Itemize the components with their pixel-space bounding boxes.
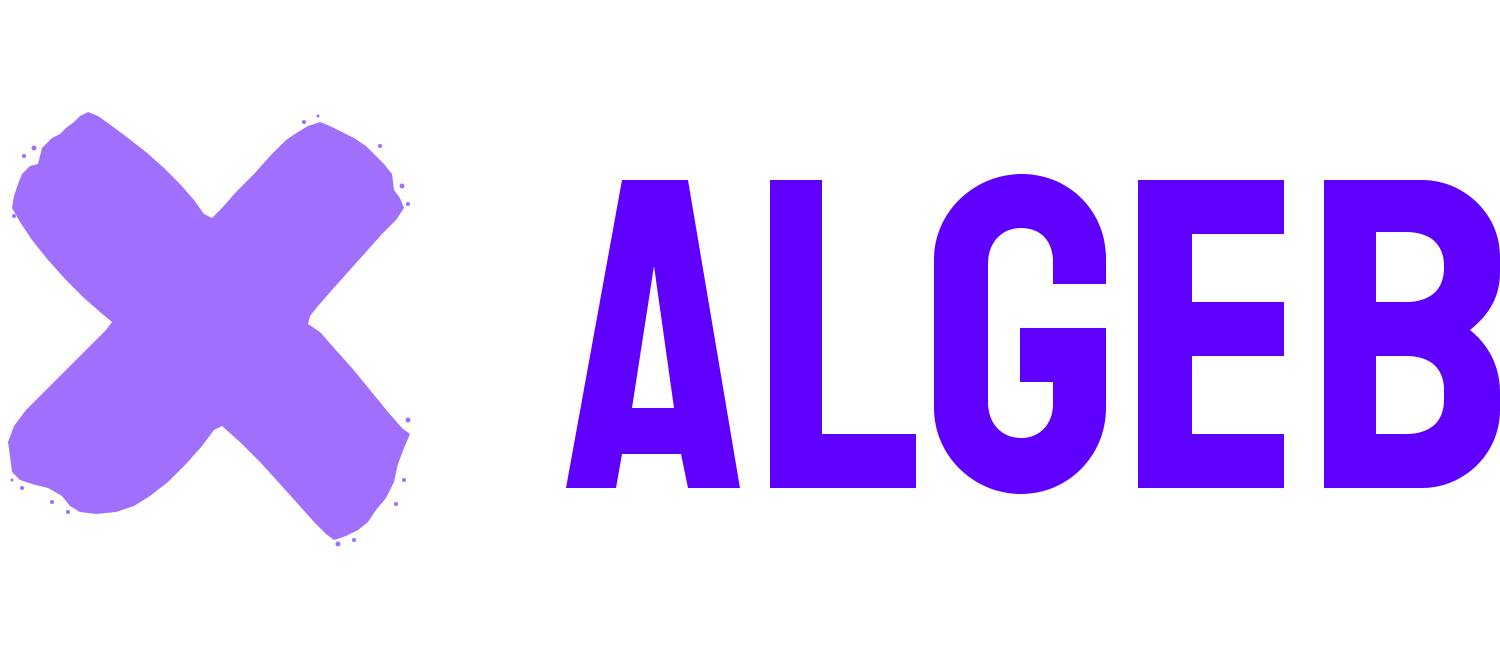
brush-x-icon — [8, 112, 411, 547]
brush-speckles — [10, 114, 411, 547]
letter-g — [934, 174, 1106, 494]
letter-l — [770, 180, 916, 488]
letter-a — [566, 180, 740, 488]
letter-e — [1138, 180, 1284, 488]
wordmark-text: ALGEB — [0, 0, 1, 1]
wordmark-letters — [566, 174, 1500, 494]
brush-x-shape — [8, 112, 410, 540]
letter-b — [1324, 180, 1500, 488]
